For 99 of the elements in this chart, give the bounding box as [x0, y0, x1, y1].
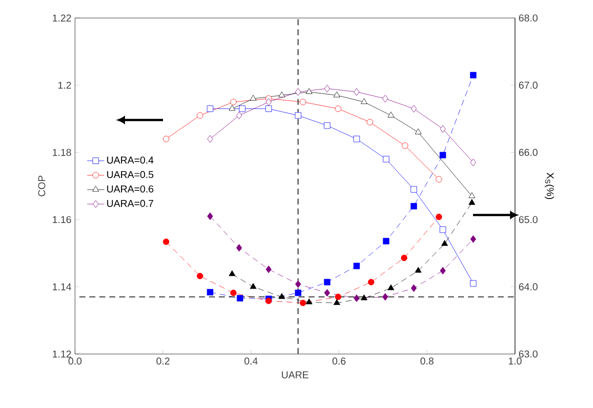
point	[334, 299, 340, 305]
point	[236, 112, 242, 120]
x-tick-label: 0.8	[420, 358, 434, 365]
point	[470, 235, 476, 243]
point	[360, 294, 368, 300]
point	[360, 98, 368, 104]
point	[440, 226, 446, 233]
point	[306, 88, 312, 94]
x-tick-label: 0.6	[332, 358, 346, 365]
point	[207, 135, 213, 143]
point	[410, 186, 417, 193]
point	[266, 98, 272, 106]
point	[162, 136, 170, 142]
x-tick-label: 0.0	[68, 358, 82, 365]
point	[250, 283, 257, 289]
point	[294, 290, 302, 296]
point	[468, 199, 476, 205]
y-tick-label: 1.14	[52, 283, 72, 290]
point	[162, 238, 170, 245]
point	[436, 176, 442, 182]
legend-label: UARA=0.7	[107, 200, 154, 207]
point	[196, 112, 204, 119]
point	[294, 112, 302, 119]
point	[388, 284, 394, 290]
point	[470, 72, 476, 78]
point	[207, 212, 213, 220]
point	[368, 278, 374, 286]
point	[470, 158, 476, 166]
point	[470, 280, 476, 287]
point	[354, 88, 360, 96]
point	[239, 106, 246, 112]
point	[228, 270, 236, 276]
x-axis-title: UARE	[282, 371, 308, 378]
point	[334, 91, 340, 98]
point	[388, 112, 394, 118]
point	[410, 104, 417, 113]
point	[300, 300, 306, 306]
point	[278, 91, 286, 98]
y2-tick-label: 63.0	[519, 350, 538, 358]
legend-label: UARA=0.4	[107, 156, 154, 164]
point	[468, 192, 476, 198]
point	[230, 290, 237, 296]
point	[382, 156, 390, 162]
point	[324, 278, 330, 286]
point	[265, 106, 272, 112]
y2-tick-label: 64.0	[519, 283, 538, 290]
point	[278, 293, 286, 299]
x-tick-label: 0.2	[156, 358, 170, 365]
point	[402, 142, 408, 149]
point	[410, 202, 417, 210]
y2-tick-label: 65.0	[519, 216, 538, 224]
point	[206, 106, 214, 112]
y-tick-label: 1.12	[52, 350, 71, 358]
point	[306, 298, 312, 304]
point	[324, 289, 330, 297]
legend-label: UARA=0.6	[107, 185, 154, 192]
x-tick-label: 1.0	[508, 358, 522, 365]
point	[206, 288, 214, 296]
point	[414, 266, 422, 273]
point	[353, 262, 360, 270]
point	[250, 94, 257, 101]
point	[366, 118, 373, 126]
point	[236, 295, 244, 302]
point	[196, 272, 204, 280]
x-tick-label: 0.4	[244, 358, 258, 365]
point	[382, 94, 388, 102]
y-tick-label: 1.22	[52, 14, 71, 22]
y2-tick-label: 67.0	[519, 82, 538, 89]
point	[400, 254, 408, 262]
y-tick-label: 1.16	[52, 216, 72, 224]
point	[334, 294, 342, 300]
point	[295, 280, 301, 288]
point	[440, 152, 446, 158]
point	[353, 136, 360, 142]
point	[436, 214, 442, 220]
point	[414, 128, 422, 134]
y-tick-label: 1.2	[58, 82, 71, 89]
y2-tick-label: 68.0	[519, 14, 538, 22]
point	[300, 98, 306, 106]
point	[324, 84, 330, 92]
point	[440, 125, 446, 133]
y-axis-title: COP	[38, 176, 46, 196]
point	[324, 122, 330, 129]
y2-axis-title: X$_{S}$(%)	[544, 172, 554, 200]
point	[410, 284, 417, 292]
legend-label: UARA=0.5	[107, 171, 154, 178]
point	[441, 240, 448, 246]
point	[354, 294, 360, 302]
point	[382, 238, 390, 244]
point	[440, 266, 446, 274]
point	[236, 244, 242, 252]
point	[295, 88, 301, 96]
y-tick-label: 1.18	[52, 148, 72, 156]
point	[382, 293, 388, 301]
y2-tick-label: 66.0	[519, 148, 538, 156]
point	[334, 106, 342, 112]
point	[230, 98, 237, 106]
point	[228, 104, 236, 111]
point	[266, 266, 272, 274]
